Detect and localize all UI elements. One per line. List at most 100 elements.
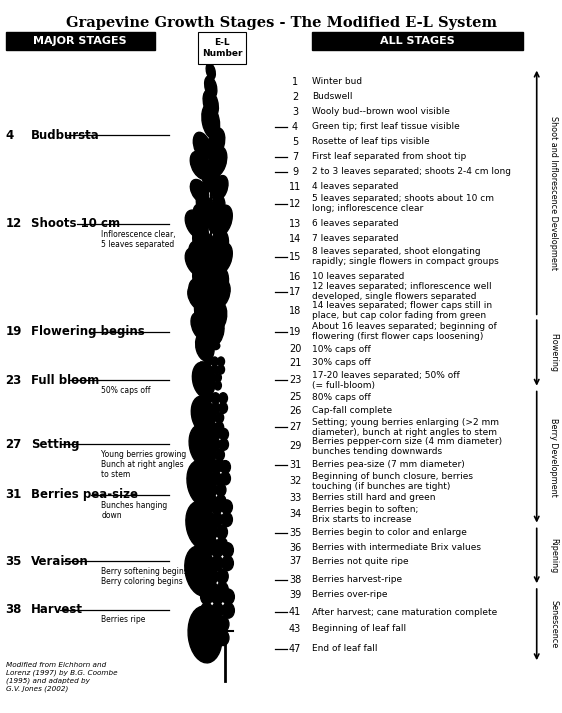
Circle shape — [201, 602, 213, 618]
Circle shape — [216, 525, 228, 539]
Text: 5 leaves separated; shoots about 10 cm
long; inflorescence clear: 5 leaves separated; shoots about 10 cm l… — [312, 195, 494, 213]
Ellipse shape — [211, 342, 220, 349]
Circle shape — [207, 422, 216, 433]
Text: 12 leaves separated; inflorescence well
developed, single flowers separated: 12 leaves separated; inflorescence well … — [312, 282, 492, 301]
Circle shape — [211, 513, 223, 526]
Ellipse shape — [189, 425, 216, 466]
Circle shape — [203, 429, 212, 440]
Text: 3: 3 — [292, 107, 298, 117]
Circle shape — [217, 617, 229, 632]
Circle shape — [216, 569, 228, 584]
Circle shape — [206, 538, 217, 552]
Circle shape — [211, 365, 218, 374]
Circle shape — [206, 630, 218, 645]
Ellipse shape — [208, 147, 227, 177]
Text: Berries ripe: Berries ripe — [101, 615, 146, 625]
Text: Green tip; first leaf tissue visible: Green tip; first leaf tissue visible — [312, 123, 460, 131]
Text: 13: 13 — [289, 219, 301, 229]
Circle shape — [219, 429, 228, 440]
Circle shape — [206, 525, 217, 539]
Circle shape — [214, 381, 221, 390]
Circle shape — [216, 538, 228, 552]
Text: MAJOR STAGES: MAJOR STAGES — [33, 36, 127, 46]
Ellipse shape — [203, 332, 212, 340]
Circle shape — [211, 393, 220, 404]
Text: 43: 43 — [289, 624, 301, 634]
Text: End of leaf fall: End of leaf fall — [312, 645, 378, 653]
Text: Setting: Setting — [31, 438, 79, 451]
Text: 25: 25 — [289, 392, 301, 402]
Text: 27: 27 — [289, 422, 301, 432]
Circle shape — [206, 569, 218, 584]
Circle shape — [201, 543, 212, 558]
Circle shape — [207, 483, 217, 496]
Circle shape — [206, 582, 218, 597]
Circle shape — [215, 459, 224, 471]
Ellipse shape — [193, 133, 211, 160]
Text: Ripening: Ripening — [549, 538, 558, 573]
Circle shape — [207, 459, 216, 471]
Text: 11: 11 — [289, 182, 301, 192]
Circle shape — [211, 402, 220, 414]
Text: 7: 7 — [292, 152, 298, 162]
Text: 14 leaves separated; flower caps still in
place, but cap color fading from green: 14 leaves separated; flower caps still i… — [312, 302, 492, 320]
Text: 17-20 leaves separated; 50% off
(= full-bloom): 17-20 leaves separated; 50% off (= full-… — [312, 371, 460, 389]
Text: Flowering begins: Flowering begins — [31, 325, 144, 338]
Circle shape — [205, 365, 212, 374]
Circle shape — [221, 513, 233, 526]
Circle shape — [214, 373, 221, 382]
Circle shape — [211, 500, 223, 514]
Text: 38: 38 — [6, 603, 22, 616]
Text: 47: 47 — [289, 644, 301, 654]
Text: 41: 41 — [289, 607, 301, 617]
Text: 2 to 3 leaves separated; shoots 2-4 cm long: 2 to 3 leaves separated; shoots 2-4 cm l… — [312, 168, 511, 176]
Circle shape — [211, 461, 221, 473]
Text: 26: 26 — [289, 406, 301, 416]
Circle shape — [222, 589, 234, 605]
Ellipse shape — [203, 301, 213, 309]
Text: 8 leaves separated, shoot elongating
rapidly; single flowers in compact groups: 8 leaves separated, shoot elongating rap… — [312, 247, 498, 266]
Text: Berries harvest-ripe: Berries harvest-ripe — [312, 575, 402, 584]
Bar — [312, 32, 523, 50]
Text: Modified from Eichhorn and
Lorenz (1997) by B.G. Coombe
(1995) and adapted by
G.: Modified from Eichhorn and Lorenz (1997)… — [6, 662, 117, 692]
Ellipse shape — [208, 206, 223, 233]
Ellipse shape — [191, 396, 215, 434]
Ellipse shape — [202, 160, 219, 192]
Circle shape — [216, 495, 226, 508]
Text: Berries still hard and green: Berries still hard and green — [312, 493, 436, 502]
Text: 15: 15 — [289, 252, 301, 262]
Ellipse shape — [186, 501, 216, 550]
Ellipse shape — [196, 332, 214, 361]
Text: 80% caps off: 80% caps off — [312, 393, 371, 401]
Text: Harvest: Harvest — [31, 603, 83, 616]
Text: First leaf separated from shoot tip: First leaf separated from shoot tip — [312, 153, 466, 161]
Circle shape — [211, 429, 220, 440]
Ellipse shape — [189, 279, 210, 310]
Circle shape — [217, 365, 224, 374]
Text: 33: 33 — [289, 493, 301, 503]
Circle shape — [219, 393, 228, 404]
Ellipse shape — [196, 192, 212, 219]
Ellipse shape — [203, 90, 219, 117]
Circle shape — [202, 461, 212, 473]
Circle shape — [222, 602, 234, 618]
Ellipse shape — [193, 205, 210, 229]
Ellipse shape — [207, 281, 225, 315]
Circle shape — [219, 438, 228, 451]
Ellipse shape — [212, 280, 230, 309]
Circle shape — [201, 500, 212, 514]
Text: 4 leaves separated: 4 leaves separated — [312, 183, 398, 191]
Circle shape — [206, 617, 218, 632]
Circle shape — [202, 472, 212, 485]
Text: 21: 21 — [289, 358, 301, 368]
Circle shape — [211, 438, 220, 451]
Text: 39: 39 — [289, 590, 301, 600]
Circle shape — [220, 461, 230, 473]
Ellipse shape — [210, 312, 220, 320]
Circle shape — [217, 357, 224, 366]
Circle shape — [203, 393, 212, 404]
Text: Berries begin to soften;
Brix starts to increase: Berries begin to soften; Brix starts to … — [312, 505, 418, 523]
Ellipse shape — [210, 229, 229, 263]
Text: 31: 31 — [289, 460, 301, 470]
Circle shape — [211, 472, 221, 485]
